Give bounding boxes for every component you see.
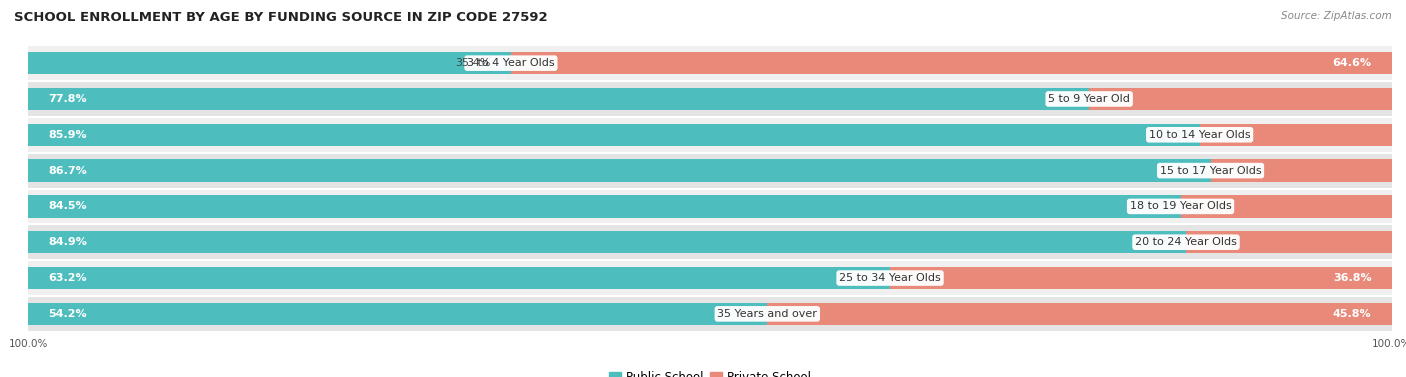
Text: 84.9%: 84.9% [49, 237, 87, 247]
Text: 20 to 24 Year Olds: 20 to 24 Year Olds [1135, 237, 1237, 247]
Text: Source: ZipAtlas.com: Source: ZipAtlas.com [1281, 11, 1392, 21]
Bar [28, 224, 1392, 260]
Text: 54.2%: 54.2% [49, 309, 87, 319]
Text: 64.6%: 64.6% [1333, 58, 1371, 68]
Text: 85.9%: 85.9% [49, 130, 87, 140]
Bar [1090, 88, 1392, 110]
Bar [510, 52, 1392, 74]
Bar [890, 267, 1392, 289]
Text: 18 to 19 Year Olds: 18 to 19 Year Olds [1129, 201, 1232, 211]
Bar [28, 153, 1392, 188]
Text: 35 Years and over: 35 Years and over [717, 309, 817, 319]
Text: 5 to 9 Year Old: 5 to 9 Year Old [1049, 94, 1130, 104]
Text: 10 to 14 Year Olds: 10 to 14 Year Olds [1149, 130, 1250, 140]
Bar [28, 124, 1199, 146]
Bar [28, 159, 1211, 182]
Text: 77.8%: 77.8% [49, 94, 87, 104]
Bar [28, 303, 768, 325]
Text: 86.7%: 86.7% [49, 166, 87, 176]
Text: 84.5%: 84.5% [49, 201, 87, 211]
Text: SCHOOL ENROLLMENT BY AGE BY FUNDING SOURCE IN ZIP CODE 27592: SCHOOL ENROLLMENT BY AGE BY FUNDING SOUR… [14, 11, 548, 24]
Bar [28, 195, 1181, 218]
Bar [28, 88, 1090, 110]
Bar [1181, 195, 1392, 218]
Bar [28, 260, 1392, 296]
Bar [1187, 231, 1392, 253]
Bar [1199, 124, 1392, 146]
Bar [28, 117, 1392, 153]
Bar [28, 267, 890, 289]
Text: 63.2%: 63.2% [49, 273, 87, 283]
Bar [28, 188, 1392, 224]
Bar [28, 52, 510, 74]
Text: 36.8%: 36.8% [1333, 273, 1371, 283]
Legend: Public School, Private School: Public School, Private School [605, 366, 815, 377]
Bar [28, 231, 1187, 253]
Bar [28, 81, 1392, 117]
Text: 45.8%: 45.8% [1333, 309, 1371, 319]
Bar [28, 296, 1392, 332]
Text: 35.4%: 35.4% [456, 58, 491, 68]
Bar [28, 45, 1392, 81]
Text: 15 to 17 Year Olds: 15 to 17 Year Olds [1160, 166, 1261, 176]
Bar [1211, 159, 1392, 182]
Bar [768, 303, 1392, 325]
Text: 25 to 34 Year Olds: 25 to 34 Year Olds [839, 273, 941, 283]
Text: 3 to 4 Year Olds: 3 to 4 Year Olds [467, 58, 555, 68]
